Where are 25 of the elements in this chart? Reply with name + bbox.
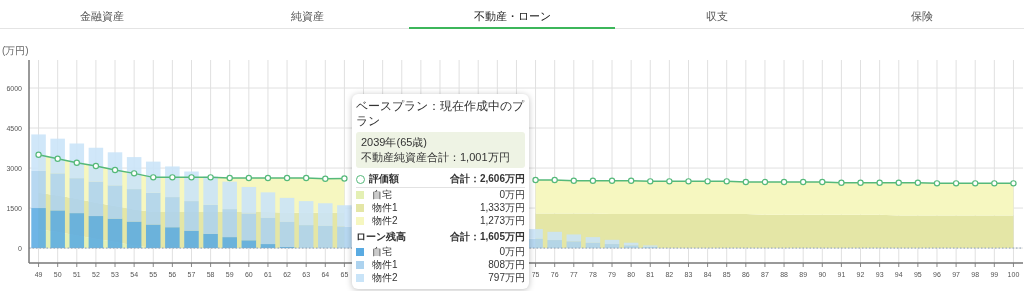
legend-label: 物件2 xyxy=(371,271,398,284)
annotation: 0万円 xyxy=(499,188,525,201)
annotation: 1,273万円 xyxy=(479,214,525,227)
text: 保険 xyxy=(910,10,933,22)
legend-label: 物件1 xyxy=(371,258,398,271)
chart-title: 不動産・ローン xyxy=(473,10,551,22)
annotation: ローン残高 xyxy=(356,230,406,243)
annotation: 合計：1,605万円 xyxy=(449,230,525,243)
legend-label: 物件1 xyxy=(371,201,398,214)
legend-label: 自宅 xyxy=(371,188,392,201)
annotation: 2039年(65歳) xyxy=(361,135,429,150)
annotation: 1,333万円 xyxy=(479,201,525,214)
text: 797万円 xyxy=(488,271,525,284)
legend-label: 自宅 xyxy=(371,245,392,258)
y-axis-title: (万円) xyxy=(2,45,29,56)
annotation: 0万円 xyxy=(499,245,525,258)
text: 金融資産 xyxy=(80,10,125,22)
annotation: 808万円 xyxy=(488,258,525,271)
text: 収支 xyxy=(705,10,728,22)
annotation: 合計：2,606万円 xyxy=(449,172,525,185)
annotation: 不動産純資産合計：1,001万円 xyxy=(361,150,511,165)
legend-label: 物件2 xyxy=(371,214,398,227)
legend-label: 評価額 xyxy=(368,172,399,185)
annotation: ベースプラン：現在作成中のプラン xyxy=(356,99,525,129)
text: 純資産 xyxy=(290,10,324,22)
